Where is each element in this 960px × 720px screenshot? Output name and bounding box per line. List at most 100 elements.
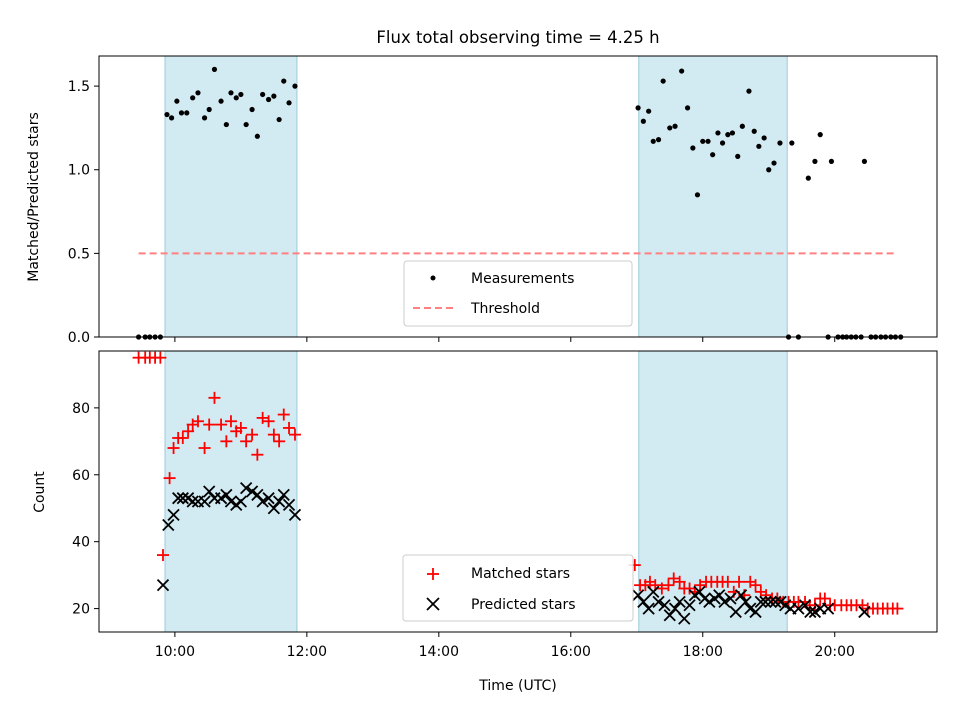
measurement-point — [164, 111, 170, 118]
bottom-panel-frame — [98, 350, 938, 633]
measurement-point — [690, 145, 696, 151]
predicted-star-point — [759, 595, 772, 609]
matched-star-point — [234, 421, 247, 434]
measurement-point — [211, 66, 218, 72]
measurement-point — [635, 105, 641, 111]
measurement-point — [655, 137, 662, 143]
predicted-star-point — [678, 612, 691, 625]
predicted-star-point — [858, 605, 871, 619]
xtick-label: 20:00 — [815, 644, 855, 660]
matched-star-point — [163, 472, 176, 485]
measurement-point — [828, 158, 835, 164]
matched-star-point — [246, 428, 259, 441]
legend-predicted-label: Predicted stars — [471, 597, 576, 613]
measurement-point — [725, 132, 731, 138]
predicted-star-point — [647, 585, 660, 598]
measurement-point — [705, 138, 711, 144]
matched-star-point — [283, 421, 296, 434]
predicted-star-point — [245, 485, 259, 498]
matched-star-point — [251, 448, 264, 461]
matched-star-point — [267, 428, 280, 441]
predicted-star-point — [744, 602, 757, 615]
measurement-point — [646, 108, 652, 114]
xtick-label: 12:00 — [287, 644, 327, 660]
predicted-star-point — [779, 599, 792, 612]
predicted-star-point — [739, 595, 752, 609]
predicted-star-point — [754, 595, 767, 609]
predicted-star-point — [658, 599, 671, 612]
predicted-star-point — [162, 518, 175, 532]
measurement-point — [218, 98, 224, 104]
predicted-star-point — [663, 609, 676, 622]
matched-star-point — [277, 408, 290, 421]
predicted-star-point — [288, 508, 302, 522]
measurement-point — [254, 133, 260, 139]
predicted-star-point — [167, 508, 180, 522]
predicted-star-point — [220, 488, 233, 501]
matched-star-point — [224, 415, 237, 428]
predicted-star-point — [734, 589, 748, 602]
predicted-star-point — [792, 602, 805, 615]
predicted-star-point — [214, 492, 228, 505]
measurement-point — [178, 110, 185, 116]
measurement-point — [233, 95, 239, 101]
observing-window — [164, 55, 298, 338]
matched-star-point — [203, 418, 216, 431]
measurement-point — [292, 83, 298, 89]
matched-star-point — [220, 435, 233, 448]
bottom-legend-box — [402, 554, 634, 622]
xtick-label: 10:00 — [155, 644, 195, 660]
matched-star-point — [891, 602, 904, 615]
matched-star-point — [198, 442, 211, 455]
legend-threshold-label: Threshold — [470, 301, 540, 317]
measurement-point — [201, 115, 208, 121]
predicted-star-point — [749, 605, 762, 619]
measurement-point — [761, 135, 767, 141]
measurement-point — [756, 143, 762, 149]
legend-measurements-label: Measurements — [471, 271, 574, 287]
matched-star-point — [154, 351, 167, 364]
bottom-y-axis-label: Count — [32, 471, 48, 513]
predicted-star-point — [808, 605, 822, 619]
measurement-point — [729, 130, 736, 136]
predicted-star-point — [668, 602, 682, 615]
predicted-star-point — [172, 492, 185, 505]
matched-star-point — [808, 599, 821, 612]
predicted-star-point — [683, 599, 696, 612]
measurement-point — [660, 78, 666, 84]
measurement-point — [672, 123, 678, 129]
measurement-point — [817, 132, 823, 138]
measurement-point — [206, 106, 212, 113]
matched-star-point — [176, 431, 189, 444]
matched-star-point — [288, 428, 301, 441]
measurement-point — [168, 115, 175, 121]
predicted-star-point — [234, 495, 248, 508]
predicted-star-point — [282, 498, 296, 512]
measurement-point — [679, 68, 685, 74]
top-ytick-label: 1.5 — [68, 79, 90, 95]
xtick-label: 16:00 — [551, 644, 591, 660]
matched-star-point — [262, 415, 275, 428]
predicted-star-point — [277, 488, 290, 501]
legend-measurements-marker — [430, 275, 436, 281]
measurement-point — [771, 160, 777, 166]
measurement-point — [710, 152, 716, 158]
measurement-point — [777, 140, 783, 146]
measurement-point — [715, 130, 721, 136]
measurement-point — [249, 106, 255, 113]
xtick-label: 18:00 — [683, 644, 723, 660]
measurement-point — [739, 123, 745, 129]
xtick-label: 14:00 — [419, 644, 459, 660]
top-legend: Measurements Threshold — [403, 260, 633, 327]
measurement-point — [684, 105, 691, 111]
measurement-point — [260, 91, 266, 98]
measurement-point — [190, 95, 196, 101]
measurement-point — [184, 110, 190, 116]
top-ytick-label: 0.5 — [68, 246, 90, 262]
predicted-star-point — [798, 599, 812, 612]
measurement-point — [243, 121, 249, 128]
legend-matched-marker — [427, 568, 439, 580]
predicted-star-point — [186, 495, 199, 508]
